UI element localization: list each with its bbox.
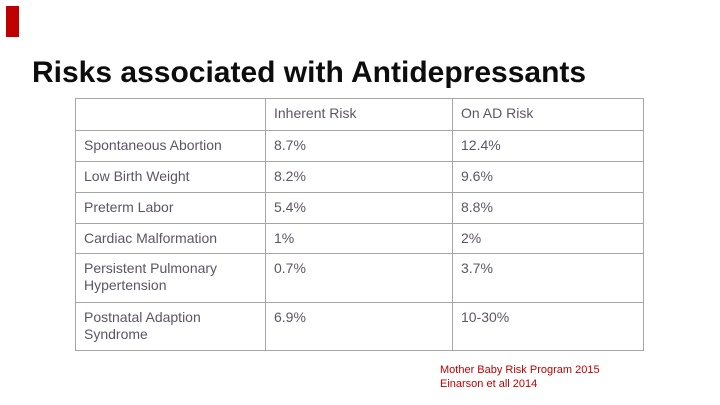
table-row: Cardiac Malformation 1% 2% <box>75 223 644 254</box>
inherent-risk-value: 8.7% <box>265 130 453 162</box>
row-label: Cardiac Malformation <box>75 223 266 254</box>
inherent-risk-value: 6.9% <box>265 302 453 351</box>
on-ad-risk-value: 2% <box>452 223 644 254</box>
on-ad-risk-value: 8.8% <box>452 192 644 224</box>
header-on-ad-risk: On AD Risk <box>452 98 644 131</box>
inherent-risk-value: 8.2% <box>265 161 453 193</box>
row-label: Persistent Pulmonary Hypertension <box>75 253 266 303</box>
on-ad-risk-value: 3.7% <box>452 253 644 303</box>
inherent-risk-value: 1% <box>265 223 453 254</box>
table-row: Low Birth Weight 8.2% 9.6% <box>75 161 644 193</box>
table-row: Postnatal Adaption Syndrome 6.9% 10-30% <box>75 302 644 351</box>
row-label: Low Birth Weight <box>75 161 266 193</box>
inherent-risk-value: 0.7% <box>265 253 453 303</box>
table-row: Persistent Pulmonary Hypertension 0.7% 3… <box>75 253 644 303</box>
row-label: Spontaneous Abortion <box>75 130 266 162</box>
on-ad-risk-value: 10-30% <box>452 302 644 351</box>
citation-line-2: Einarson et all 2014 <box>440 378 538 390</box>
table-header-row: Inherent Risk On AD Risk <box>75 98 644 131</box>
page-title: Risks associated with Antidepressants <box>32 56 587 90</box>
slide-accent-bar <box>6 6 19 37</box>
header-inherent-risk: Inherent Risk <box>265 98 453 131</box>
on-ad-risk-value: 12.4% <box>452 130 644 162</box>
header-empty-cell <box>75 98 266 131</box>
risk-table: Inherent Risk On AD Risk Spontaneous Abo… <box>75 98 644 351</box>
row-label: Preterm Labor <box>75 192 266 224</box>
inherent-risk-value: 5.4% <box>265 192 453 224</box>
table-row: Spontaneous Abortion 8.7% 12.4% <box>75 130 644 162</box>
citation: Mother Baby Risk Program 2015 Einarson e… <box>440 363 600 391</box>
table-row: Preterm Labor 5.4% 8.8% <box>75 192 644 224</box>
row-label: Postnatal Adaption Syndrome <box>75 302 266 351</box>
citation-line-1: Mother Baby Risk Program 2015 <box>440 364 600 376</box>
on-ad-risk-value: 9.6% <box>452 161 644 193</box>
